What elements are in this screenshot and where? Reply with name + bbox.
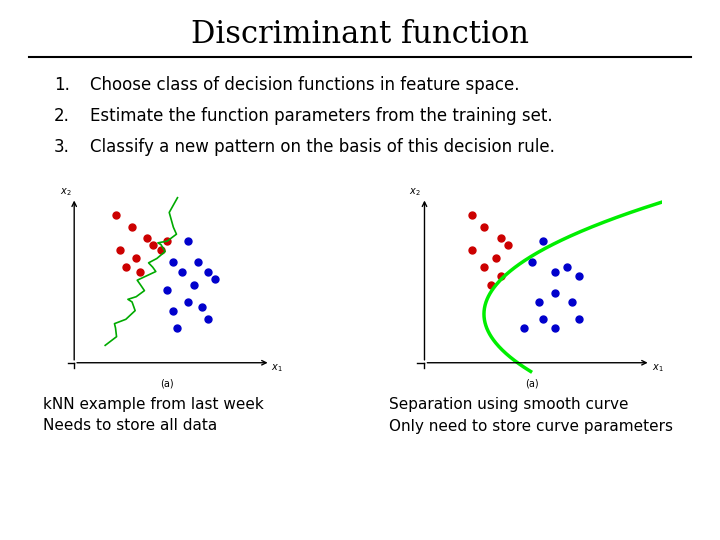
Text: Needs to store all data: Needs to store all data <box>43 418 217 434</box>
Text: kNN example from last week: kNN example from last week <box>43 397 264 412</box>
Text: Discriminant function: Discriminant function <box>191 19 529 50</box>
Text: 3.: 3. <box>54 138 70 156</box>
Text: Only need to store curve parameters: Only need to store curve parameters <box>389 418 672 434</box>
Text: Classify a new pattern on the basis of this decision rule.: Classify a new pattern on the basis of t… <box>90 138 555 156</box>
Text: Choose class of decision functions in feature space.: Choose class of decision functions in fe… <box>90 76 520 93</box>
Text: $x_1$: $x_1$ <box>652 362 663 374</box>
Text: $x_2$: $x_2$ <box>60 187 72 198</box>
Text: (a): (a) <box>161 379 174 389</box>
Text: (a): (a) <box>525 379 539 389</box>
Text: 1.: 1. <box>54 76 70 93</box>
Text: $x_1$: $x_1$ <box>271 362 282 374</box>
Text: $x_2$: $x_2$ <box>409 187 420 198</box>
Text: Estimate the function parameters from the training set.: Estimate the function parameters from th… <box>90 107 553 125</box>
Text: 2.: 2. <box>54 107 70 125</box>
Text: Separation using smooth curve: Separation using smooth curve <box>389 397 629 412</box>
